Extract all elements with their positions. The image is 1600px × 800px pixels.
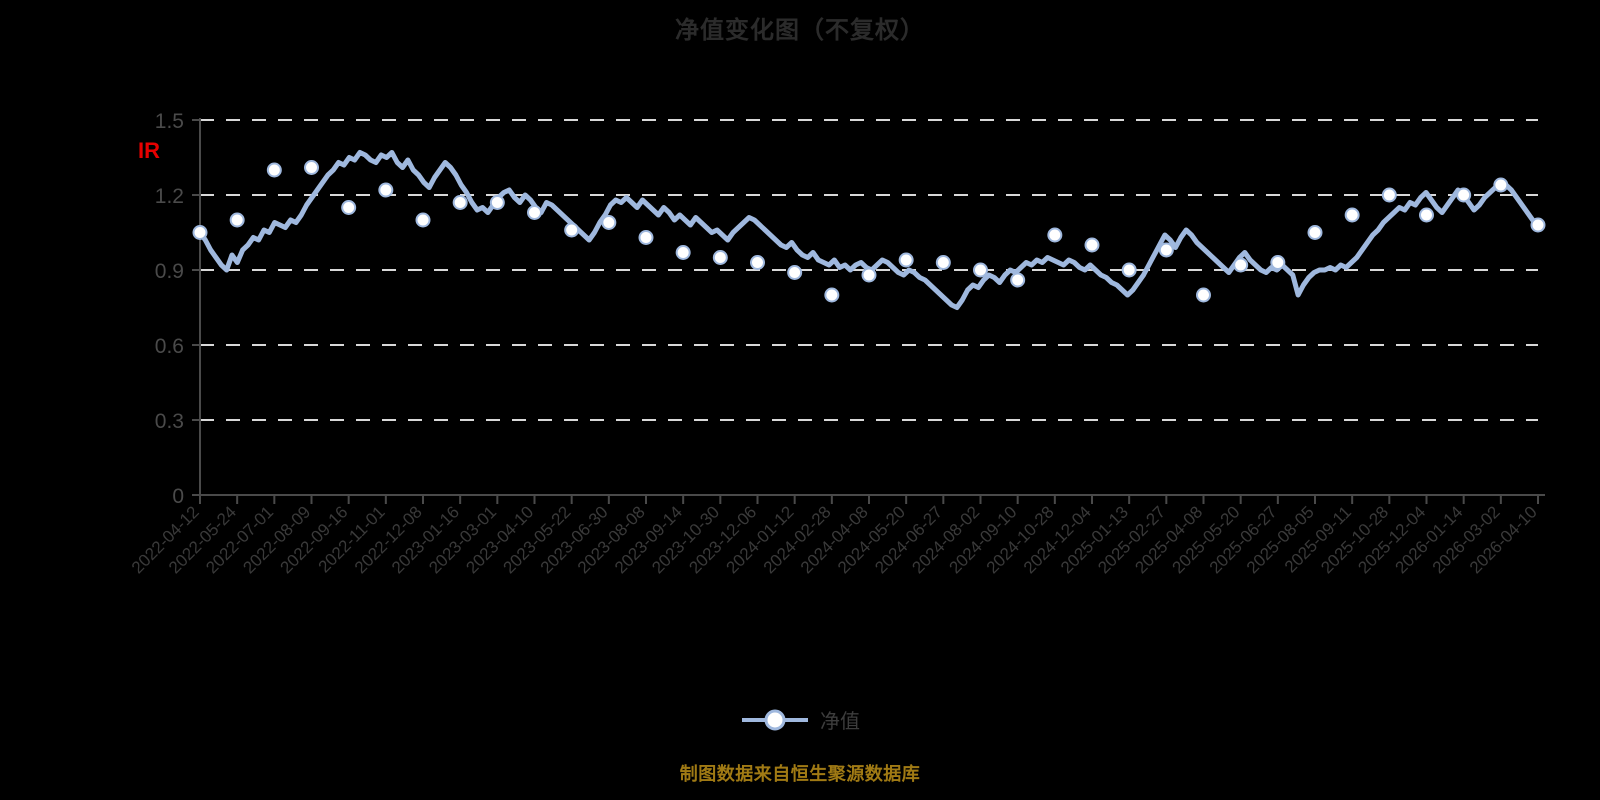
legend-marker-icon	[742, 709, 808, 730]
y-axis-tick-label: 0.3	[155, 410, 184, 433]
watermark-text: IR	[138, 140, 160, 163]
y-axis-tick-label: 1.5	[155, 110, 184, 133]
data-point-marker	[973, 262, 988, 278]
axes-group	[199, 118, 1545, 497]
data-point-marker	[1344, 207, 1360, 223]
data-point-marker	[861, 267, 877, 283]
data-point-marker	[638, 230, 654, 245]
data-point-marker	[1233, 257, 1249, 273]
data-point-marker	[1307, 225, 1323, 240]
footer-note: 制图数据来自恒生聚源数据库	[679, 764, 921, 784]
data-point-marker	[415, 212, 431, 228]
data-point-marker	[1047, 227, 1063, 243]
y-axis-tick-label: 1.2	[155, 185, 184, 208]
data-point-marker	[564, 222, 580, 238]
data-point-marker	[341, 200, 357, 215]
data-point-marker	[601, 215, 617, 230]
data-point-marker	[304, 160, 319, 175]
data-point-marker	[1270, 255, 1286, 270]
net-value-line	[197, 150, 1541, 310]
data-point-marker	[266, 162, 282, 178]
y-axis-tick-label: 0.6	[155, 335, 184, 358]
data-point-marker	[935, 255, 951, 270]
net-value-line-chart: 0 0.3 0.6 0.9 1.2 1.5 2022-04-122022-05-24202…	[128, 110, 1546, 577]
data-point-marker	[1196, 287, 1211, 303]
page-title: 净值变化图（不复权）	[675, 17, 925, 44]
data-point-marker	[1493, 177, 1509, 193]
data-point-marker	[750, 255, 765, 270]
data-point-marker	[1381, 187, 1397, 203]
data-point-marker	[1158, 242, 1174, 258]
data-point-marker	[527, 205, 542, 220]
data-point-marker	[1010, 272, 1026, 288]
data-point-marker	[898, 252, 914, 268]
data-point-marker	[1121, 262, 1137, 278]
data-point-marker	[675, 245, 691, 260]
x-axis-ticks: 2022-04-122022-05-242022-07-012022-08-09…	[128, 495, 1541, 577]
data-point-marker	[452, 195, 468, 210]
data-point-marker	[489, 195, 505, 210]
legend-label: 净值	[820, 711, 860, 733]
y-axis-tick-label: 0	[172, 485, 184, 508]
data-point-marker	[824, 287, 840, 303]
y-axis-tick-label: 0.9	[155, 260, 184, 283]
data-point-marker	[787, 265, 803, 280]
data-point-marker	[378, 182, 394, 198]
data-point-marker	[1419, 207, 1434, 223]
chart-legend: 净值	[0, 705, 1600, 734]
data-point-markers	[192, 160, 1546, 303]
data-point-marker	[1530, 217, 1546, 233]
data-point-marker	[1084, 237, 1100, 253]
y-axis-ticks: 0 0.3 0.6 0.9 1.2 1.5	[155, 110, 200, 508]
data-point-marker	[1456, 187, 1472, 203]
data-point-marker	[712, 250, 728, 265]
data-point-marker	[192, 225, 208, 240]
data-series-group	[192, 150, 1546, 310]
data-point-marker	[229, 212, 245, 228]
